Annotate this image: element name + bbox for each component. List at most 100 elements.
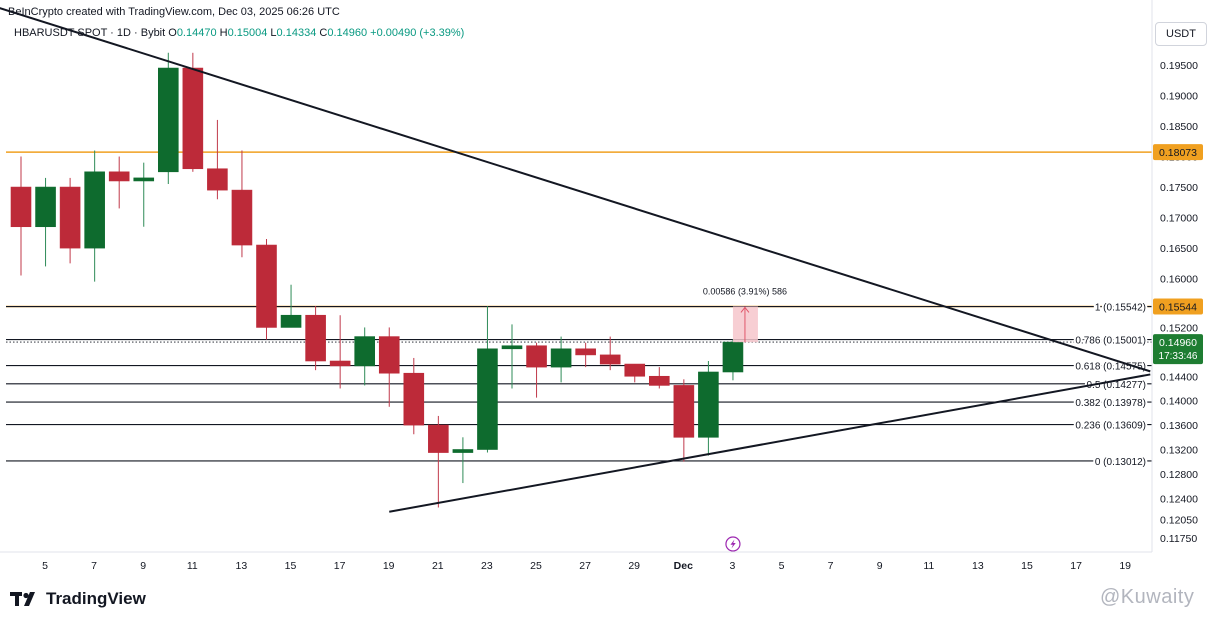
candle-body xyxy=(624,363,646,377)
time-tick-label: 19 xyxy=(1119,560,1131,572)
trendline-ascending xyxy=(389,373,1151,513)
price-tick-label: 0.12400 xyxy=(1160,493,1198,505)
currency-selector[interactable]: USDT xyxy=(1155,22,1207,46)
fib-level-label: 1 (0.15542) xyxy=(1095,303,1146,314)
price-tick-label: 0.18500 xyxy=(1160,121,1198,133)
candle-body xyxy=(158,67,179,173)
measure-arrow-head xyxy=(740,306,750,313)
fib-level-label: 0.618 (0.14575) xyxy=(1075,362,1146,373)
symbol-name: HBARUSDT SPOT · 1D · Bybit xyxy=(14,27,166,39)
price-tick-label: 0.14400 xyxy=(1160,371,1198,383)
candle-body xyxy=(599,354,621,365)
price-tick-label: 0.16000 xyxy=(1160,274,1198,286)
candle-body xyxy=(182,67,204,170)
last-price-tag xyxy=(1153,334,1203,365)
overlay-layer: 0.00586 (3.91%) 586 xyxy=(703,286,787,552)
candle-body xyxy=(108,171,130,182)
watermark-text: @Kuwaity xyxy=(1100,586,1195,608)
high-label: H xyxy=(219,27,228,39)
candle-body xyxy=(59,186,81,249)
low-value: 0.14334 xyxy=(276,27,317,39)
price-tick-label: 0.14000 xyxy=(1160,396,1198,408)
candle-body xyxy=(575,348,596,356)
time-tick-label: 15 xyxy=(1021,560,1033,572)
time-tick-label: 13 xyxy=(236,560,248,572)
tradingview-logo[interactable]: TradingView xyxy=(10,589,146,609)
fib-level-label: 0.5 (0.14277) xyxy=(1087,380,1147,391)
candle-body xyxy=(452,449,474,453)
price-tick-label: 0.17500 xyxy=(1160,182,1198,194)
price-tick-label: 0.12050 xyxy=(1160,515,1198,527)
candle-body xyxy=(673,385,695,438)
candles-layer xyxy=(10,52,744,508)
time-tick-label: 11 xyxy=(187,560,198,572)
time-tick-label: 7 xyxy=(91,560,97,572)
candle-body xyxy=(403,372,425,426)
candle-body xyxy=(10,186,32,228)
price-tick-label: 0.19500 xyxy=(1160,60,1198,72)
price-tick-label: 0.12800 xyxy=(1160,469,1198,481)
trendlines-layer xyxy=(0,7,1151,513)
candle-body xyxy=(35,186,56,228)
time-tick-label: 15 xyxy=(285,560,297,572)
time-tick-label: 23 xyxy=(481,560,493,572)
high-value: 0.15004 xyxy=(227,27,268,39)
orange-price-tag xyxy=(1153,298,1203,315)
close-label: C xyxy=(319,27,328,39)
lightning-icon xyxy=(730,539,736,549)
candle-body xyxy=(231,189,253,246)
time-tick-label: 7 xyxy=(828,560,834,572)
candle-body xyxy=(698,371,719,438)
candle-body xyxy=(550,348,572,368)
trendline-descending xyxy=(0,7,1151,373)
time-axis[interactable]: 5 7 9 11 13 15 17 19 21 23 25 27 29 Dec 3 5 7 9 11 13 15 17 19 xyxy=(0,551,1152,572)
open-label: O xyxy=(168,27,177,39)
last-price-countdown: 17:33:46 xyxy=(1159,351,1198,362)
tradingview-logo-icon xyxy=(10,592,35,606)
candle-body xyxy=(329,360,351,367)
candle-body xyxy=(722,341,744,373)
time-tick-label: 17 xyxy=(334,560,346,572)
time-tick-label: 17 xyxy=(1070,560,1082,572)
price-tick-label: 0.15200 xyxy=(1160,322,1198,334)
time-tick-label: 5 xyxy=(779,560,785,572)
chart-caption: BeInCrypto created with TradingView.com,… xyxy=(8,6,340,18)
price-tick-label: 0.19000 xyxy=(1160,91,1198,103)
candle-body xyxy=(256,244,277,328)
orange-price-tag xyxy=(1153,144,1203,161)
price-axis[interactable]: 0.195000.190000.185000.180000.175000.170… xyxy=(1151,0,1203,552)
candle-body xyxy=(526,345,547,368)
price-tick-label: 0.16500 xyxy=(1160,243,1198,255)
time-tick-label: 25 xyxy=(530,560,542,572)
candle-body xyxy=(477,348,498,450)
candle-body xyxy=(207,168,228,191)
fib-level-label: 0.236 (0.13609) xyxy=(1075,421,1146,432)
time-tick-label: 11 xyxy=(923,560,934,572)
candle-body xyxy=(305,314,326,362)
fib-level-label: 0.786 (0.15001) xyxy=(1075,336,1146,347)
price-tick-label: 0.13200 xyxy=(1160,445,1198,457)
low-label: L xyxy=(270,27,277,39)
time-tick-label: 13 xyxy=(972,560,984,572)
change-value: +0.00490 (+3.39%) xyxy=(370,27,465,39)
candle-body xyxy=(280,314,302,328)
fib-level-label: 0.382 (0.13978) xyxy=(1075,398,1146,409)
time-tick-label: Dec xyxy=(674,560,693,572)
time-tick-label: 29 xyxy=(628,560,640,572)
price-tick-label: 0.13600 xyxy=(1160,420,1198,432)
tradingview-logo-text: TradingView xyxy=(46,589,146,608)
time-tick-label: 9 xyxy=(140,560,146,572)
fib-levels-layer: 1 (0.15542) 0.786 (0.15001) 0.618 (0.14575… xyxy=(6,151,1152,470)
time-tick-label: 9 xyxy=(877,560,883,572)
candle-body xyxy=(84,171,105,249)
candle-body xyxy=(378,336,400,374)
candle-body xyxy=(501,345,523,350)
symbol-ohlc-row: HBARUSDT SPOT · 1D · Bybit O0.14470 H0.1… xyxy=(14,27,464,39)
time-tick-label: 19 xyxy=(383,560,395,572)
price-tick-label: 0.17000 xyxy=(1160,213,1198,225)
fib-level-label: 0 (0.13012) xyxy=(1095,457,1146,468)
candle-body xyxy=(354,336,376,367)
candle-body xyxy=(648,375,670,386)
time-tick-label: 27 xyxy=(579,560,591,572)
